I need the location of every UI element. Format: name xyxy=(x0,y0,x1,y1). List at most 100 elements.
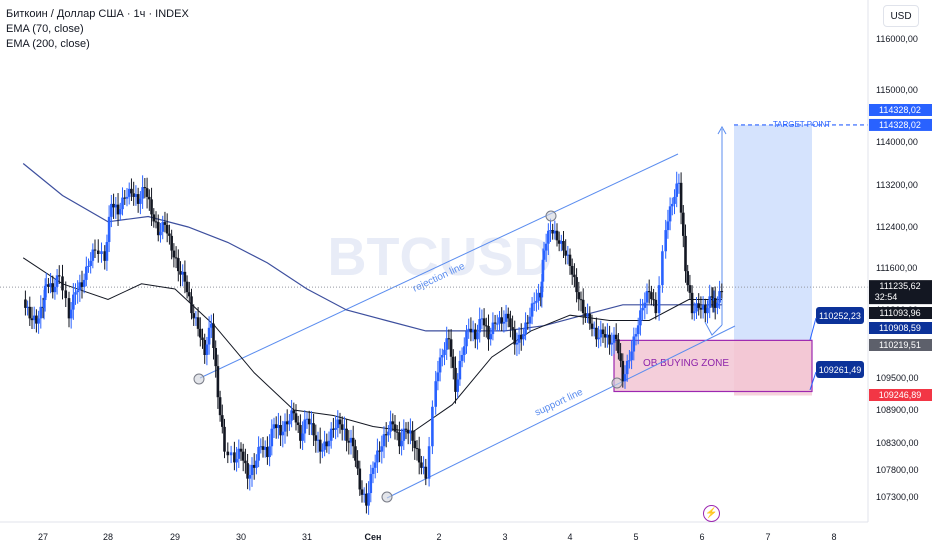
candle-body[interactable] xyxy=(647,291,651,293)
currency-button[interactable]: USD xyxy=(883,5,919,27)
candle-body[interactable] xyxy=(30,318,34,321)
candle-body[interactable] xyxy=(201,337,204,340)
candle-body[interactable] xyxy=(105,242,109,261)
candle-body[interactable] xyxy=(438,357,442,373)
candle-body[interactable] xyxy=(436,372,440,382)
candle-body[interactable] xyxy=(610,342,614,345)
candle-body[interactable] xyxy=(415,448,419,450)
candle-body[interactable] xyxy=(373,462,377,468)
candle-body[interactable] xyxy=(72,294,75,310)
candle-body[interactable] xyxy=(489,334,492,340)
candle-body[interactable] xyxy=(190,296,193,314)
candle-body[interactable] xyxy=(165,224,169,234)
candle-body[interactable] xyxy=(303,419,307,434)
candle-body[interactable] xyxy=(478,319,481,333)
candle-body[interactable] xyxy=(221,415,224,427)
candle-body[interactable] xyxy=(205,344,209,355)
candle-body[interactable] xyxy=(467,328,470,332)
candle-body[interactable] xyxy=(544,243,548,251)
candle-body[interactable] xyxy=(82,279,86,287)
projection-path[interactable] xyxy=(704,321,723,336)
candle-body[interactable] xyxy=(551,230,554,234)
candle-body[interactable] xyxy=(608,334,611,345)
candle-body[interactable] xyxy=(718,291,721,303)
candle-body[interactable] xyxy=(540,281,544,298)
candle-body[interactable] xyxy=(318,439,322,452)
candle-body[interactable] xyxy=(179,271,182,275)
candle-body[interactable] xyxy=(163,222,167,225)
candle-body[interactable] xyxy=(154,221,158,223)
candle-body[interactable] xyxy=(553,230,557,234)
ema-70-line[interactable] xyxy=(22,257,722,433)
candle-body[interactable] xyxy=(382,434,386,447)
candle-body[interactable] xyxy=(710,296,714,298)
candle-body[interactable] xyxy=(485,325,488,327)
current-price-badge-bg[interactable] xyxy=(869,280,932,305)
candle-body[interactable] xyxy=(49,283,52,287)
candle-body[interactable] xyxy=(673,196,676,204)
candle-body[interactable] xyxy=(183,271,187,282)
candle-body[interactable] xyxy=(528,316,532,324)
candle-body[interactable] xyxy=(612,334,616,343)
candle-body[interactable] xyxy=(530,303,534,317)
candle-body[interactable] xyxy=(314,435,318,441)
candle-body[interactable] xyxy=(343,428,346,430)
candle-body[interactable] xyxy=(686,271,689,286)
candle-body[interactable] xyxy=(74,292,77,295)
candle-body[interactable] xyxy=(621,360,625,382)
candle-body[interactable] xyxy=(55,275,59,287)
candle-body[interactable] xyxy=(301,433,304,441)
candle-body[interactable] xyxy=(371,467,375,474)
candle-body[interactable] xyxy=(456,379,459,392)
candle-body[interactable] xyxy=(693,311,696,314)
candle-body[interactable] xyxy=(575,277,578,293)
candle-body[interactable] xyxy=(577,292,581,300)
candle-body[interactable] xyxy=(632,336,636,352)
candle-body[interactable] xyxy=(560,241,563,244)
candle-body[interactable] xyxy=(285,421,289,425)
candle-body[interactable] xyxy=(159,231,162,236)
candle-body[interactable] xyxy=(526,322,530,324)
candle-body[interactable] xyxy=(263,446,267,450)
candle-body[interactable] xyxy=(581,299,585,314)
candle-body[interactable] xyxy=(395,431,399,433)
candle-body[interactable] xyxy=(713,298,717,308)
candle-body[interactable] xyxy=(431,406,434,447)
candle-body[interactable] xyxy=(590,323,594,329)
candle-body[interactable] xyxy=(141,187,144,199)
candle-body[interactable] xyxy=(524,322,527,335)
lightning-icon[interactable]: ⚡ xyxy=(703,505,720,522)
candle-body[interactable] xyxy=(39,306,43,319)
candle-body[interactable] xyxy=(413,440,417,449)
candle-body[interactable] xyxy=(597,337,600,340)
callout-bottom-label-bg[interactable] xyxy=(816,361,864,378)
candle-body[interactable] xyxy=(424,466,428,479)
candle-body[interactable] xyxy=(69,309,73,319)
circle-marker-icon[interactable] xyxy=(193,373,205,385)
candle-body[interactable] xyxy=(139,198,142,204)
candle-body[interactable] xyxy=(406,429,410,434)
candle-body[interactable] xyxy=(387,431,390,436)
candle-body[interactable] xyxy=(449,339,453,357)
candle-body[interactable] xyxy=(42,300,46,308)
candle-body[interactable] xyxy=(130,188,133,194)
candle-body[interactable] xyxy=(645,291,649,303)
candle-body[interactable] xyxy=(233,452,236,463)
candle-body[interactable] xyxy=(292,410,296,414)
candle-body[interactable] xyxy=(85,266,88,280)
buy-zone-rect[interactable] xyxy=(613,339,813,393)
candle-body[interactable] xyxy=(132,193,135,197)
ema-200-line[interactable] xyxy=(22,163,722,332)
candle-body[interactable] xyxy=(170,235,173,251)
candle-body[interactable] xyxy=(334,427,337,430)
candle-body[interactable] xyxy=(708,296,711,308)
candle-body[interactable] xyxy=(391,421,395,425)
candle-body[interactable] xyxy=(89,260,92,266)
candle-body[interactable] xyxy=(145,188,149,197)
candle-body[interactable] xyxy=(400,440,403,447)
candle-body[interactable] xyxy=(134,194,138,197)
circle-marker-icon[interactable] xyxy=(381,491,393,503)
ema70-badge-bg[interactable] xyxy=(869,307,932,319)
candle-body[interactable] xyxy=(482,318,486,326)
